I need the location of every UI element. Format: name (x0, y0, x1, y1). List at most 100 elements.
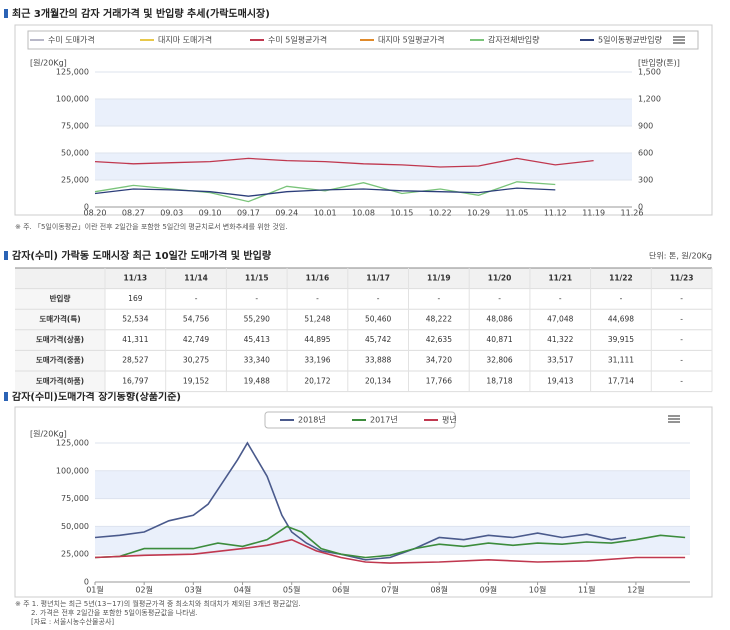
table-header: 11/15 (245, 273, 269, 282)
table-cell: - (498, 294, 501, 303)
table-row-label: 도매가격(특) (39, 314, 80, 324)
table-cell: - (680, 315, 683, 324)
note: ※ 주 1. 평년치는 최근 5년(13~17)의 월평균가격 중 최소치와 최… (15, 599, 301, 608)
x-tick-label: 10.08 (352, 209, 375, 218)
x-tick-label: 11.12 (544, 209, 567, 218)
menu-icon[interactable] (672, 36, 686, 44)
y-tick-label: 75,000 (61, 494, 89, 503)
table-cell: 16,797 (122, 376, 148, 385)
x-tick-label: 09월 (480, 585, 498, 595)
table-cell: 52,534 (122, 315, 148, 324)
chart-title: 최근 3개월간의 감자 거래가격 및 반입량 추세(가락도매시장) (12, 7, 270, 20)
legend-label: 대지마 5일평균가격 (378, 35, 445, 45)
menu-icon[interactable] (668, 415, 680, 423)
y2-tick-label: 1,500 (638, 68, 661, 77)
y-tick-label: 25,000 (61, 550, 89, 559)
x-tick-label: 11월 (578, 585, 596, 595)
grid-band (95, 526, 690, 555)
series-line (94, 525, 686, 559)
x-tick-label: 11.05 (505, 209, 528, 218)
y2-tick-label: 0 (638, 203, 643, 212)
table-rowhead-bg (15, 288, 105, 392)
table-cell: 33,196 (304, 356, 330, 365)
x-tick-label: 09.03 (160, 209, 183, 218)
table-header: 11/21 (548, 273, 572, 282)
table-cell: 32,806 (486, 356, 512, 365)
x-tick-label: 12월 (627, 585, 645, 595)
x-tick-label: 01월 (86, 585, 104, 595)
table-cell: 48,086 (486, 315, 512, 324)
table-header: 11/14 (184, 273, 208, 282)
y-tick-label: 0 (84, 203, 89, 212)
y-axis-label: [원/20Kg] (30, 59, 67, 68)
x-tick-label: 03월 (185, 585, 203, 595)
y2-tick-label: 300 (638, 176, 653, 185)
y2-tick-label: 900 (638, 122, 653, 131)
table-cell: 31,111 (608, 356, 634, 365)
title-marker (4, 251, 8, 260)
y2-tick-label: 1,200 (638, 95, 661, 104)
table-cell: 20,134 (365, 376, 391, 385)
table-row-label: 도매가격(상품) (36, 334, 84, 344)
table-cell: 44,895 (304, 335, 330, 344)
x-tick-label: 02월 (135, 585, 153, 595)
legend-label: 수미 5일평균가격 (268, 35, 327, 45)
legend-label: 수미 도매가격 (48, 35, 95, 45)
table-cell: 39,915 (608, 335, 634, 344)
series-line (94, 157, 594, 168)
grid-band (95, 153, 632, 180)
table-cell: 19,152 (183, 376, 209, 385)
table-cell: - (680, 376, 683, 385)
y2-tick-label: 600 (638, 149, 653, 158)
legend-label: 대지마 도매가격 (158, 35, 212, 45)
series-line (94, 538, 686, 564)
table-cell: 41,322 (547, 335, 573, 344)
y-tick-label: 75,000 (61, 122, 89, 131)
x-tick-label: 10.01 (314, 209, 337, 218)
table-cell: 18,718 (486, 376, 512, 385)
table-cell: - (437, 294, 440, 303)
y-tick-label: 100,000 (56, 95, 89, 104)
x-tick-label: 10.22 (429, 209, 452, 218)
y2-axis-label: [반입량(톤)] (638, 58, 680, 68)
legend-label: 2017년 (370, 415, 398, 425)
x-tick-label: 08월 (430, 585, 448, 595)
table-cell: 19,488 (244, 376, 270, 385)
grid-band (95, 470, 690, 499)
chart-frame (14, 24, 713, 216)
table-cell: 42,635 (426, 335, 452, 344)
table-header: 11/20 (488, 273, 512, 282)
x-tick-label: 10월 (529, 585, 547, 595)
table-cell: 44,698 (608, 315, 634, 324)
series-line (94, 441, 627, 561)
legend-label: 평년 (442, 415, 457, 425)
table-cell: 34,720 (426, 356, 452, 365)
y-tick-label: 25,000 (61, 176, 89, 185)
note: 2. 가격은 전후 2일간을 포함한 5일이동평균값을 나타냄. (31, 608, 197, 617)
table-cell: 48,222 (426, 315, 452, 324)
table-cell: 42,749 (183, 335, 209, 344)
table-cell: - (620, 294, 623, 303)
table-cell: 50,460 (365, 315, 391, 324)
y-axis-label: [원/20Kg] (30, 430, 67, 439)
x-tick-label: 10.29 (467, 209, 490, 218)
table-header: 11/22 (609, 273, 633, 282)
table-cell: - (377, 294, 380, 303)
note: [자료 : 서울시농수산물공사] (31, 617, 114, 626)
table-row-label: 도매가격(중품) (36, 355, 84, 365)
table-cell: 41,311 (122, 335, 148, 344)
y-tick-label: 125,000 (56, 439, 89, 448)
table-header: 11/13 (124, 273, 148, 282)
table-cell: 45,742 (365, 335, 391, 344)
series-line (94, 187, 556, 197)
x-tick-label: 09.17 (237, 209, 260, 218)
grid-band (95, 99, 632, 126)
table-cell: 169 (128, 294, 143, 303)
chart-frame (14, 406, 713, 598)
series-line (94, 181, 556, 203)
y-tick-label: 50,000 (61, 522, 89, 531)
y-tick-label: 50,000 (61, 149, 89, 158)
y-tick-label: 125,000 (56, 68, 89, 77)
x-tick-label: 09.10 (199, 209, 222, 218)
x-tick-label: 05월 (283, 585, 301, 595)
